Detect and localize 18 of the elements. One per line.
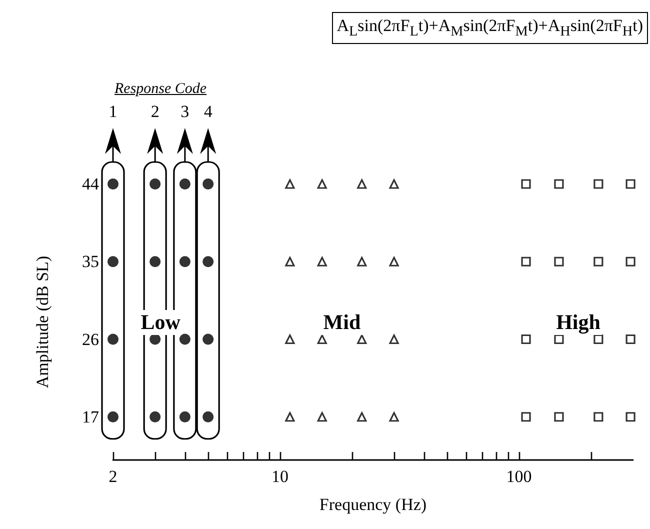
chart-title: A$_{L}$sin(2πF$_{L}$t)+A$_{M}$sin(2πF$_{M}$t)+A$_{H}$sin(2πF$_{H}$t) [336,16,643,40]
annotation: 3 [180,102,190,122]
annotation: Mid [321,310,363,334]
x-axis-title: Frequency (Hz) [319,495,427,514]
y-axis-title: Amplitude (dB SL) [33,256,52,388]
x-tick-label: 10 [272,467,289,486]
annotation: High [554,310,602,334]
annotation: 1 [108,102,118,122]
annotation: Low [138,310,182,334]
y-tick-label: 44 [82,174,100,194]
y-tick-label: 35 [82,252,99,272]
annotation: 4 [204,102,212,122]
y-tick-label: 17 [82,407,100,426]
y-tick-label: 26 [82,330,99,349]
x-tick-label: 100 [506,467,532,486]
annotation: 2 [150,102,160,122]
text: Response Code [114,80,207,98]
x-tick-label: 2 [108,467,118,486]
